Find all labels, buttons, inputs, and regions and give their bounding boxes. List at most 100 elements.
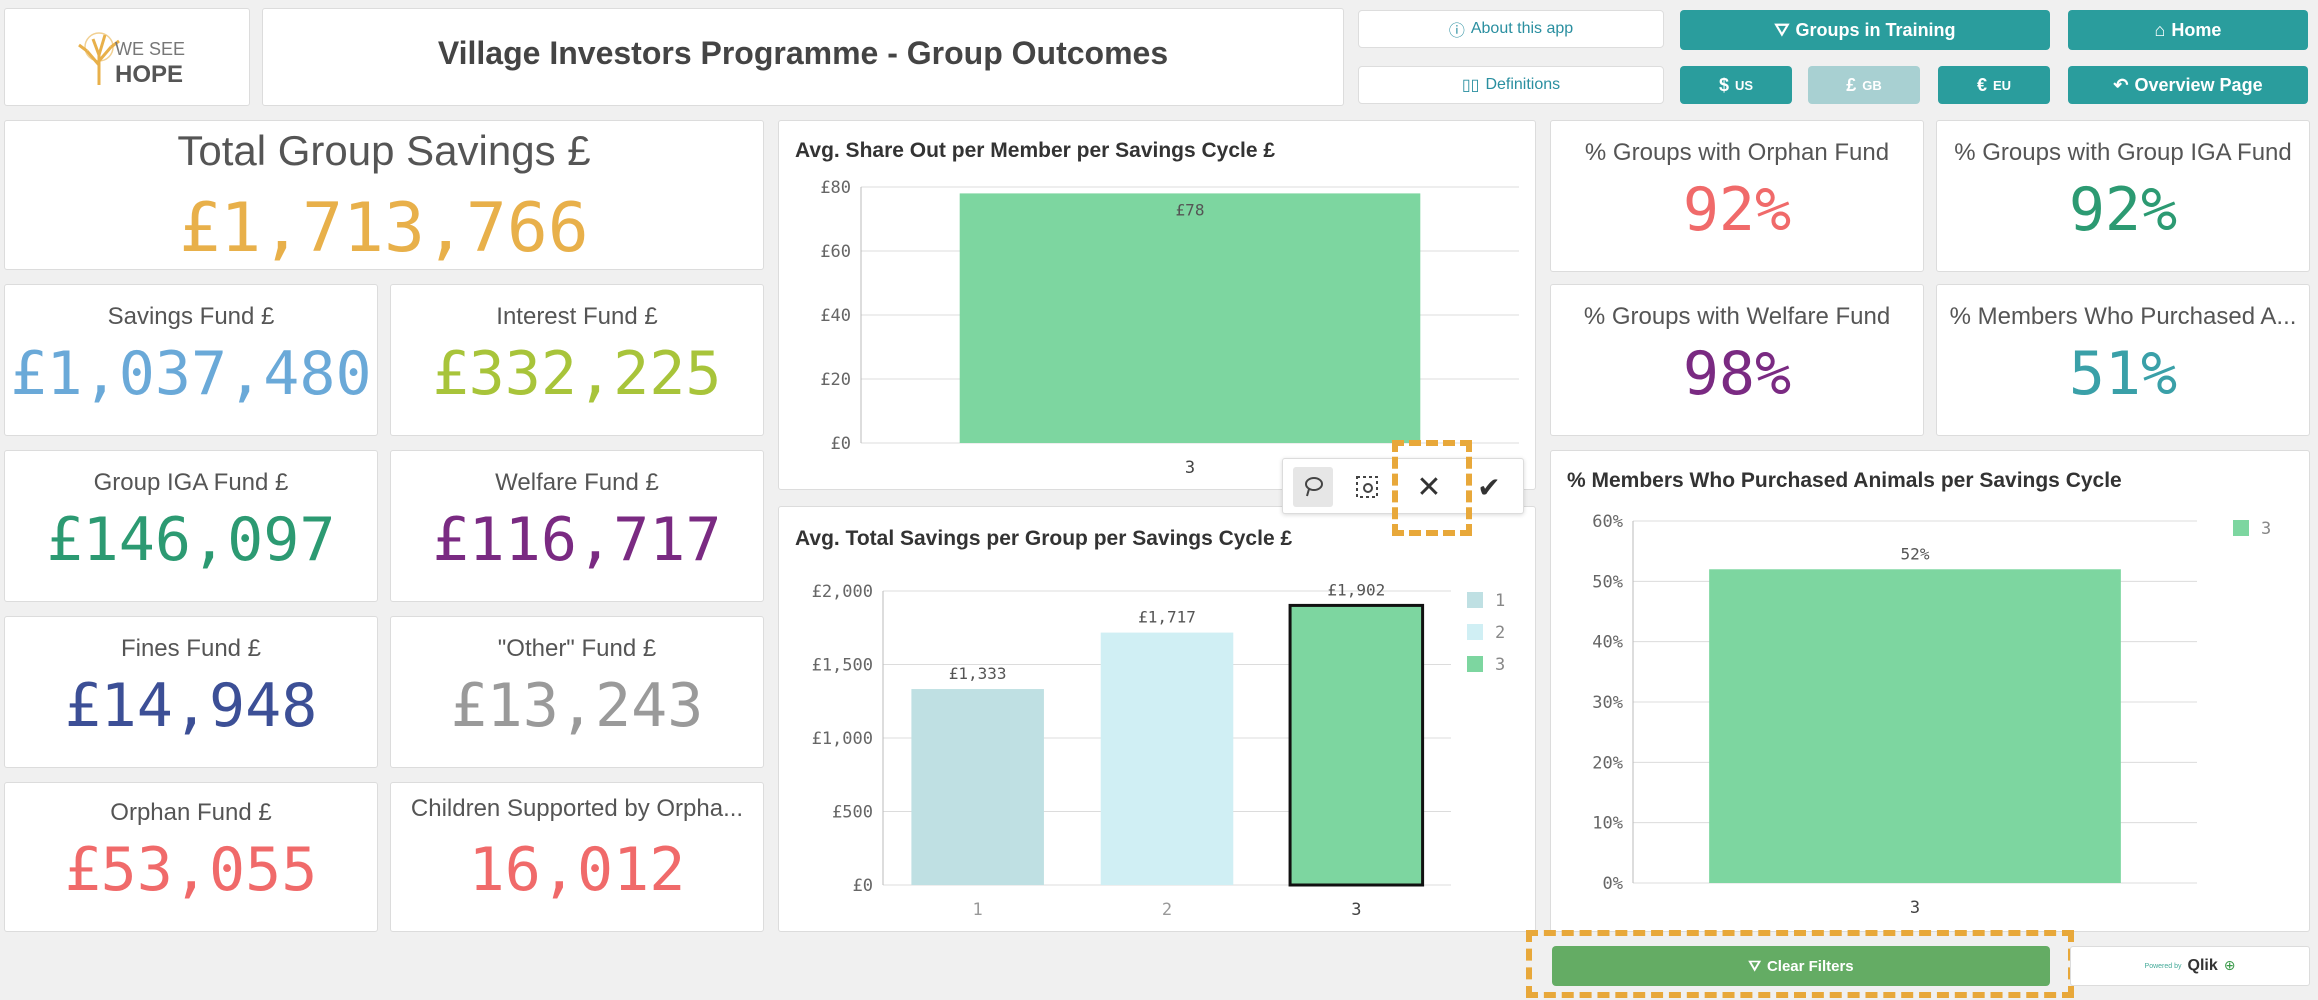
- kpi-value: 16,012: [468, 835, 686, 905]
- kpi-label: Group IGA Fund £: [93, 469, 289, 496]
- kpi-orphan-fund[interactable]: Orphan Fund £ £53,055: [4, 782, 378, 932]
- chart-share-out-panel[interactable]: Avg. Share Out per Member per Savings Cy…: [778, 120, 1536, 490]
- y-tick-label: 30%: [1592, 693, 1623, 713]
- chart-total-savings-panel[interactable]: Avg. Total Savings per Group per Savings…: [778, 506, 1536, 932]
- kpi-label: Orphan Fund £: [110, 799, 272, 826]
- kpi-label: % Groups with Orphan Fund: [1584, 139, 1890, 166]
- page-title: Village Investors Programme - Group Outc…: [437, 35, 1169, 71]
- y-tick-label: 20%: [1592, 753, 1623, 773]
- kpi-label: Welfare Fund £: [495, 469, 659, 496]
- y-tick-label: 10%: [1592, 814, 1623, 834]
- kpi-value: £332,225: [432, 339, 722, 409]
- home-button[interactable]: ⌂ Home: [2068, 10, 2308, 50]
- kpi-welfare-fund[interactable]: Welfare Fund £ £116,717: [390, 450, 764, 602]
- kpi-value: 51%: [2068, 339, 2178, 409]
- y-tick-label: £40: [820, 306, 851, 326]
- powered-by-qlik: Powered by Qlik ⊕: [2070, 946, 2310, 986]
- logo-panel: WE SEE HOPE: [4, 8, 250, 106]
- kpi-interest-fund[interactable]: Interest Fund £ £332,225: [390, 284, 764, 436]
- legend-swatch: [1467, 656, 1483, 672]
- y-tick-label: £60: [820, 242, 851, 262]
- filter-icon: ⛛: [1774, 19, 1790, 40]
- highlight-clear-filters: [1526, 930, 2074, 998]
- kpi-label: Savings Fund £: [107, 303, 275, 330]
- clear-filters-button[interactable]: ⛛ Clear Filters: [1552, 946, 2050, 986]
- kpi-value: 92%: [1682, 175, 1792, 245]
- legend-swatch: [1467, 592, 1483, 608]
- chart-title: % Members Who Purchased Animals per Savi…: [1567, 469, 2122, 492]
- data-label: £78: [1176, 200, 1205, 219]
- x-tick-label: 3: [1351, 900, 1361, 920]
- kpi-label: % Members Who Purchased A...: [1949, 303, 2297, 330]
- qlik-logo: Qlik: [2187, 957, 2218, 974]
- bar: [1288, 603, 1425, 887]
- kpi-children-supported[interactable]: Children Supported by Orpha... 16,012: [390, 782, 764, 932]
- y-tick-label: 60%: [1592, 512, 1623, 532]
- y-tick-label: £0: [853, 876, 873, 896]
- chart-animals-panel[interactable]: % Members Who Purchased Animals per Savi…: [1550, 450, 2310, 932]
- y-tick-label: 40%: [1592, 633, 1623, 653]
- kpi-label: Children Supported by Orpha...: [410, 795, 744, 822]
- select-values-icon[interactable]: [1347, 467, 1387, 507]
- kpi-total-savings[interactable]: Total Group Savings £ £1,713,766: [4, 120, 764, 270]
- logo-text-line1: WE SEE: [115, 39, 186, 59]
- data-label: £1,902: [1327, 580, 1385, 599]
- kpi-savings-fund[interactable]: Savings Fund £ £1,037,480: [4, 284, 378, 436]
- data-label: £1,333: [949, 664, 1007, 683]
- kpi-pct-iga-fund[interactable]: % Groups with Group IGA Fund 92%: [1936, 120, 2310, 272]
- overview-page-button[interactable]: ↶ Overview Page: [2068, 66, 2308, 104]
- bar: [959, 193, 1421, 443]
- kpi-pct-orphan-fund[interactable]: % Groups with Orphan Fund 92%: [1550, 120, 1924, 272]
- legend-label: 3: [1495, 655, 1505, 675]
- data-label: 52%: [1901, 544, 1930, 563]
- kpi-value: £1,037,480: [10, 339, 372, 409]
- kpi-group-iga-fund[interactable]: Group IGA Fund £ £146,097: [4, 450, 378, 602]
- bar: [1709, 569, 2121, 883]
- x-tick-label: 3: [1910, 898, 1920, 918]
- check-icon[interactable]: ✔: [1477, 470, 1501, 504]
- highlight-cancel-selection: [1392, 440, 1472, 536]
- legend-swatch: [2233, 520, 2249, 536]
- about-app-button[interactable]: ⓘ About this app: [1358, 10, 1664, 48]
- y-tick-label: 0%: [1603, 874, 1623, 894]
- legend-label: 1: [1495, 591, 1505, 611]
- legend-label: 2: [1495, 623, 1505, 643]
- kpi-value: 98%: [1682, 339, 1792, 409]
- share-out-chart[interactable]: £0 £20 £40 £60 £80 £78 3: [779, 157, 1519, 487]
- data-label: £1,717: [1138, 608, 1196, 627]
- kpi-pct-members-animals[interactable]: % Members Who Purchased A... 51%: [1936, 284, 2310, 436]
- page-title-panel: Village Investors Programme - Group Outc…: [262, 8, 1344, 106]
- x-tick-label: 3: [1185, 458, 1195, 478]
- clear-filter-icon: ⛛: [1748, 957, 1761, 975]
- kpi-label: "Other" Fund £: [497, 635, 657, 662]
- currency-gbp-button[interactable]: £ GB: [1808, 66, 1920, 104]
- definitions-button[interactable]: ▯▯ Definitions: [1358, 66, 1664, 104]
- x-tick-label: 1: [973, 900, 983, 920]
- y-tick-label: £1,500: [812, 656, 873, 676]
- y-tick-label: 50%: [1592, 572, 1623, 592]
- kpi-value: £146,097: [46, 505, 336, 575]
- y-tick-label: £2,000: [812, 582, 873, 602]
- total-savings-chart[interactable]: £0 £500 £1,000 £1,500 £2,000 £1,333 1 £1,717 2 £1…: [779, 551, 1519, 931]
- lasso-icon[interactable]: [1293, 467, 1333, 507]
- y-tick-label: £500: [832, 803, 873, 823]
- kpi-value: £53,055: [64, 835, 318, 905]
- kpi-other-fund[interactable]: "Other" Fund £ £13,243: [390, 616, 764, 768]
- y-tick-label: £0: [831, 434, 851, 454]
- currency-usd-button[interactable]: $ US: [1680, 66, 1792, 104]
- close-icon[interactable]: ✕: [1416, 469, 1442, 505]
- bar: [1100, 632, 1234, 885]
- info-icon: ⓘ: [1448, 23, 1465, 40]
- kpi-label: % Groups with Group IGA Fund: [1954, 139, 2292, 166]
- tree-logo-icon: [78, 32, 120, 85]
- kpi-value: £1,713,766: [179, 189, 589, 268]
- kpi-fines-fund[interactable]: Fines Fund £ £14,948: [4, 616, 378, 768]
- legend-swatch: [1467, 624, 1483, 640]
- groups-in-training-button[interactable]: ⛛ Groups in Training: [1680, 10, 2050, 50]
- animals-chart[interactable]: 0% 10% 20% 30% 40% 50% 60% 52% 3 3: [1551, 491, 2307, 931]
- kpi-pct-welfare-fund[interactable]: % Groups with Welfare Fund 98%: [1550, 284, 1924, 436]
- book-icon: ▯▯: [1461, 77, 1480, 94]
- currency-eur-button[interactable]: € EU: [1938, 66, 2050, 104]
- kpi-label: Total Group Savings £: [177, 127, 591, 174]
- y-tick-label: £20: [820, 370, 851, 390]
